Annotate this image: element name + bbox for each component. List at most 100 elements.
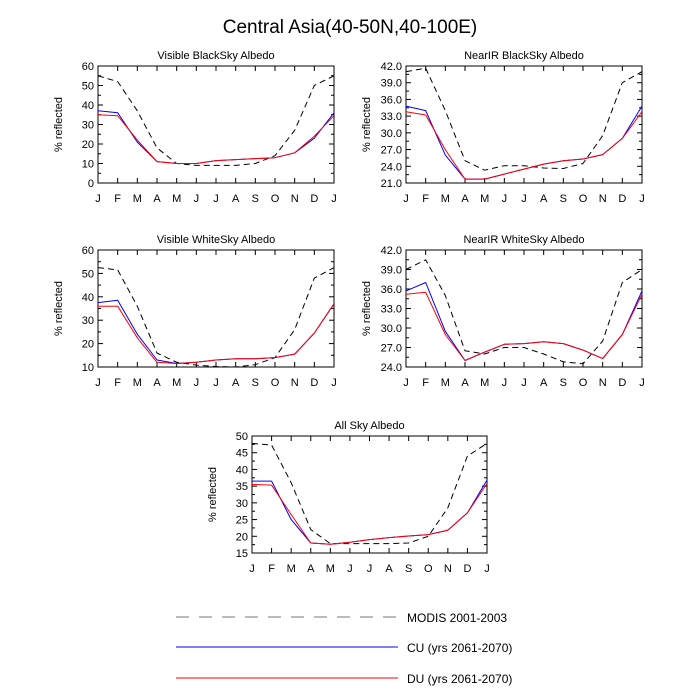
y-axis-label: % reflected [53, 281, 65, 336]
x-tick-label: A [461, 193, 469, 205]
y-tick-label: 40 [82, 100, 94, 112]
series-line-cu [405, 282, 643, 361]
legend-label-modis: MODIS 2001-2003 [407, 611, 507, 625]
x-tick-label: D [618, 193, 626, 205]
panel-title: All Sky Albedo [334, 420, 404, 432]
x-tick-label: M [287, 563, 296, 575]
plot-frame [251, 435, 488, 554]
x-tick-label: J [521, 193, 527, 205]
y-tick-label: 40 [82, 292, 94, 304]
x-tick-label: F [114, 377, 121, 389]
x-tick-label: M [172, 193, 181, 205]
x-tick-label: N [599, 377, 607, 389]
y-tick-label: 21.0 [381, 178, 402, 190]
x-tick-label: F [422, 377, 429, 389]
chart-nearir-whitesky-albedo: NearIR WhiteSky Albedo 24.0 27.0 30.0 33.0 36… [361, 234, 645, 389]
x-tick-label: F [268, 563, 275, 575]
y-tick-label: 40 [236, 464, 248, 476]
y-tick-label: 42.0 [381, 245, 402, 257]
y-tick-label: 10 [82, 362, 94, 374]
x-tick-label: A [540, 377, 548, 389]
y-tick-label: 33.0 [381, 304, 402, 316]
series-line-cu [252, 479, 488, 545]
x-tick-label: J [639, 193, 645, 205]
x-tick-label: J [502, 193, 508, 205]
y-tick-label: 60 [82, 61, 94, 73]
x-tick-label: M [326, 563, 335, 575]
y-tick-label: 30.0 [381, 323, 402, 335]
legend-label-du: DU (yrs 2061-2070) [407, 672, 512, 686]
x-tick-label: M [441, 377, 450, 389]
y-axis-label: % reflected [361, 97, 373, 152]
y-tick-label: 27.0 [381, 343, 402, 355]
panel-title: NearIR BlackSky Albedo [464, 50, 584, 62]
x-tick-label: J [249, 563, 255, 575]
y-tick-label: 10 [82, 159, 94, 171]
y-tick-label: 50 [236, 431, 248, 443]
x-tick-label: N [291, 377, 299, 389]
y-tick-label: 36.0 [381, 284, 402, 296]
x-tick-label: M [441, 193, 450, 205]
x-tick-label: F [422, 193, 429, 205]
y-tick-label: 39.0 [381, 265, 402, 277]
x-tick-label: J [331, 193, 337, 205]
y-tick-label: 27.0 [381, 145, 402, 157]
x-tick-label: O [424, 563, 433, 575]
series-line-cu [97, 110, 335, 164]
y-tick-label: 20 [82, 339, 94, 351]
x-tick-label: F [114, 193, 121, 205]
x-tick-label: M [172, 377, 181, 389]
x-tick-label: A [153, 377, 161, 389]
x-tick-label: N [291, 193, 299, 205]
x-tick-label: S [252, 193, 259, 205]
panel-title: Visible BlackSky Albedo [157, 50, 274, 62]
x-tick-label: A [540, 193, 548, 205]
x-tick-label: O [271, 193, 280, 205]
x-tick-label: A [232, 377, 240, 389]
x-tick-label: J [95, 193, 101, 205]
x-tick-label: S [560, 193, 567, 205]
x-tick-label: M [480, 193, 489, 205]
y-tick-label: 36.0 [381, 94, 402, 106]
x-tick-label: J [95, 377, 101, 389]
y-axis-label: % reflected [361, 281, 373, 336]
chart-nearir-blacksky-albedo: NearIR BlackSky Albedo 21.0 24.0 27.0 30.0 33… [361, 50, 645, 205]
y-tick-label: 15 [236, 548, 248, 560]
x-tick-label: A [461, 377, 469, 389]
panel-title: Visible WhiteSky Albedo [157, 234, 275, 246]
series-line-modis [97, 75, 335, 166]
plot-frame [405, 249, 643, 368]
x-tick-label: A [307, 563, 315, 575]
x-tick-label: D [463, 563, 471, 575]
y-tick-label: 50 [82, 81, 94, 93]
x-tick-label: J [194, 193, 200, 205]
x-tick-label: A [385, 563, 393, 575]
x-tick-label: A [153, 193, 161, 205]
y-tick-label: 39.0 [381, 78, 402, 90]
y-tick-label: 24.0 [381, 362, 402, 374]
x-tick-label: N [599, 193, 607, 205]
y-tick-label: 24.0 [381, 161, 402, 173]
series-line-du [251, 483, 488, 545]
x-tick-label: J [213, 377, 219, 389]
x-tick-label: J [484, 563, 490, 575]
x-tick-label: A [232, 193, 240, 205]
series-line-modis [97, 267, 335, 368]
x-tick-label: J [347, 563, 353, 575]
x-tick-label: N [444, 563, 452, 575]
x-tick-label: O [579, 377, 588, 389]
y-tick-label: 30.0 [381, 128, 402, 140]
x-tick-label: J [194, 377, 200, 389]
x-tick-label: J [213, 193, 219, 205]
x-tick-label: M [480, 377, 489, 389]
y-tick-label: 35 [236, 481, 248, 493]
x-tick-label: D [310, 193, 318, 205]
y-tick-label: 60 [82, 245, 94, 257]
figure-title: Central Asia(40-50N,40-100E) [223, 17, 478, 38]
x-tick-label: D [310, 377, 318, 389]
x-tick-label: J [403, 377, 409, 389]
